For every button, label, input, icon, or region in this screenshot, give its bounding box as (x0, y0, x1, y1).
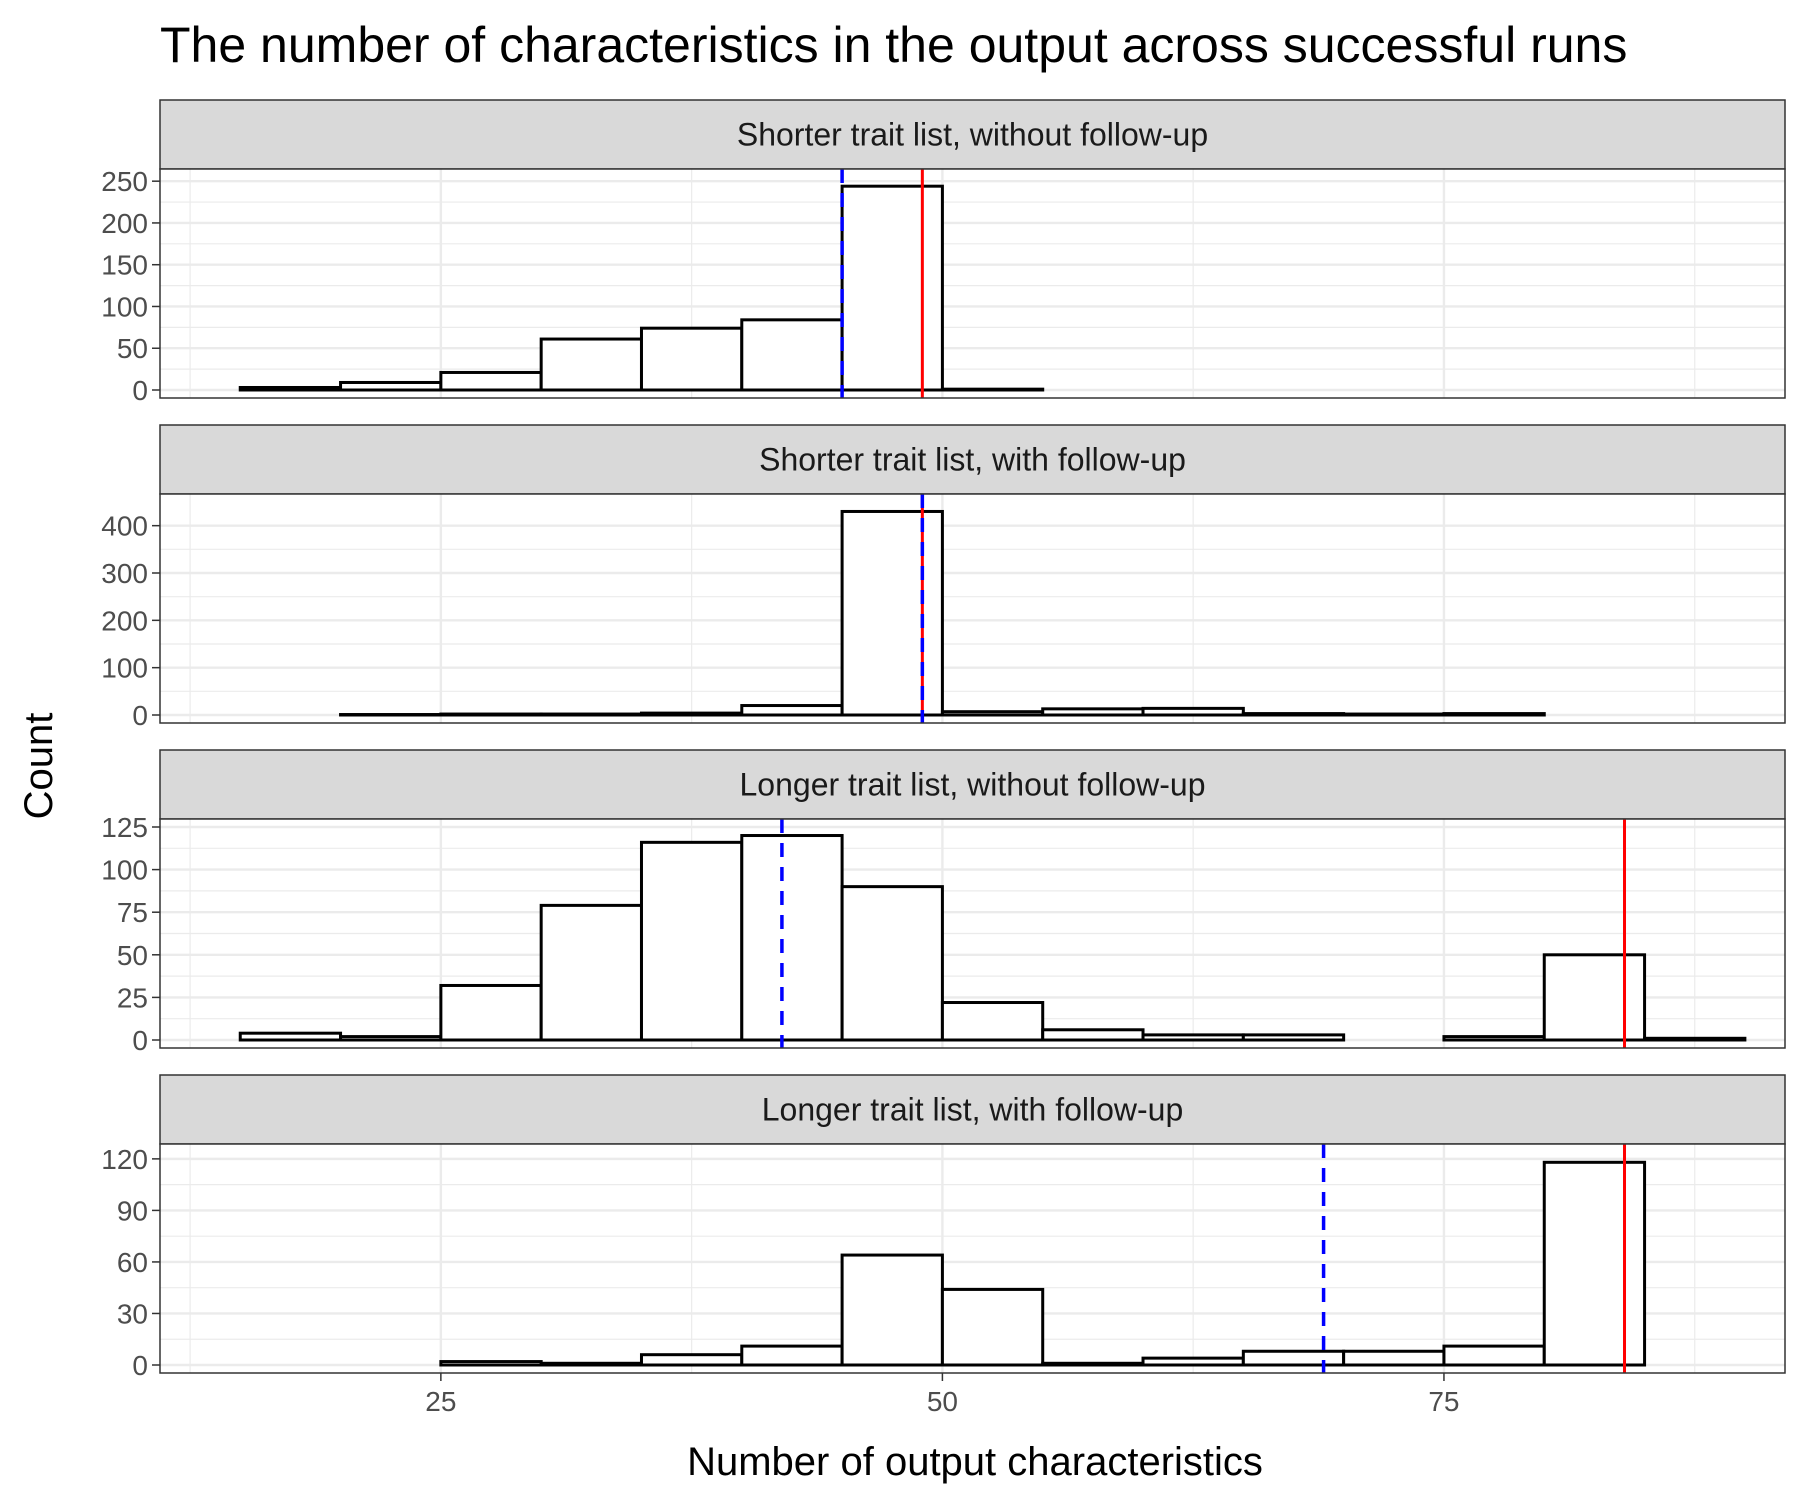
y-tick-label: 200 (101, 605, 148, 636)
histogram-bar (1643, 1036, 1747, 1042)
x-tick-label: 75 (1428, 1386, 1459, 1417)
facet-panels: Shorter trait list, without follow-up 0 50… (101, 99, 1786, 1381)
histogram-bar (439, 1360, 543, 1367)
histogram-bar (740, 1344, 844, 1367)
histogram-bar (740, 704, 844, 717)
histogram-bar (639, 711, 744, 717)
histogram-bar (1342, 1349, 1446, 1367)
histogram-bar (940, 710, 1045, 717)
histogram-bar (840, 885, 944, 1042)
y-tick-label: 100 (101, 855, 148, 886)
y-tick-label: 0 (132, 375, 148, 406)
histogram-bar (1442, 1344, 1546, 1367)
histogram-bar (639, 326, 744, 392)
histogram-bar (439, 983, 543, 1042)
histogram-bar (1542, 1160, 1647, 1367)
y-tick-label: 30 (117, 1298, 148, 1329)
histogram-bar (1141, 1033, 1245, 1042)
histogram-bar (1041, 1361, 1145, 1367)
histogram-bar (1241, 1349, 1346, 1367)
histogram-bar (1241, 712, 1346, 717)
y-tick-label: 75 (117, 897, 148, 928)
histogram-bar (1141, 1356, 1245, 1367)
histogram-bar (1542, 953, 1647, 1042)
facet-strip (159, 424, 1786, 495)
histogram-bar (1442, 712, 1546, 717)
facet-panel-shorter-trait-list-with-follow-up: Shorter trait list, with follow-up 0 100 20… (101, 424, 1786, 731)
histogram-bar (840, 1253, 944, 1367)
facet-strip (159, 99, 1786, 170)
y-tick-label: 150 (101, 250, 148, 281)
histogram-bar (740, 834, 844, 1042)
facet-strip-label: Longer trait list, without follow-up (740, 767, 1206, 803)
histogram-bar (539, 712, 643, 717)
facet-strip (159, 1074, 1786, 1145)
y-tick-label: 60 (117, 1247, 148, 1278)
y-tick-label: 100 (101, 291, 148, 322)
panel-border (159, 493, 1786, 724)
y-tick-label: 0 (132, 700, 148, 731)
histogram-bar (339, 380, 443, 392)
histogram-bar (940, 387, 1045, 392)
facet-strip-label: Longer trait list, with follow-up (762, 1092, 1184, 1128)
chart-title: The number of characteristics in the out… (160, 17, 1627, 73)
facet-strip (159, 749, 1786, 820)
facet-panel-longer-trait-list-without-follow-up: Longer trait list, without follow-up 0 25 5… (101, 749, 1786, 1056)
histogram-bar (1041, 707, 1145, 717)
y-tick-label: 0 (132, 1350, 148, 1381)
histogram-bar (238, 385, 343, 392)
facet-strip-label: Shorter trait list, with follow-up (759, 442, 1186, 478)
histogram-bar (339, 1035, 443, 1042)
histogram-bar (1241, 1033, 1346, 1042)
histogram-bar (639, 840, 744, 1042)
histogram-bar (1342, 712, 1446, 717)
histogram-bar (539, 1361, 643, 1367)
histogram-bar (539, 903, 643, 1042)
facet-strip-label: Shorter trait list, without follow-up (737, 117, 1208, 153)
histogram-bar (1141, 706, 1245, 717)
histogram-bar (439, 370, 543, 392)
histogram-bar (940, 1287, 1045, 1367)
histogram-bar (740, 318, 844, 392)
y-axis-title: Count (17, 713, 61, 820)
facet-panel-shorter-trait-list-without-follow-up: Shorter trait list, without follow-up 0 50… (101, 99, 1786, 406)
panel-border (159, 168, 1786, 399)
histogram-bar (238, 1031, 343, 1042)
x-tick-label: 25 (425, 1386, 456, 1417)
facet-panel-longer-trait-list-with-follow-up: Longer trait list, with follow-up 0 30 60 90… (101, 1074, 1786, 1381)
panel-background (160, 494, 1785, 723)
x-tick-label: 50 (927, 1386, 958, 1417)
y-tick-label: 50 (117, 940, 148, 971)
y-tick-label: 120 (101, 1144, 148, 1175)
y-tick-label: 200 (101, 208, 148, 239)
histogram-bar (840, 184, 944, 392)
y-tick-label: 300 (101, 558, 148, 589)
histogram-bar (439, 712, 543, 717)
y-tick-label: 25 (117, 982, 148, 1013)
y-tick-label: 400 (101, 511, 148, 542)
x-axis-title: Number of output characteristics (687, 1440, 1263, 1484)
y-tick-label: 125 (101, 812, 148, 843)
x-axis: 25 50 75 (425, 1373, 1460, 1417)
y-tick-label: 250 (101, 166, 148, 197)
y-tick-label: 100 (101, 653, 148, 684)
y-tick-label: 50 (117, 333, 148, 364)
panel-background (160, 169, 1785, 398)
y-tick-label: 0 (132, 1025, 148, 1056)
panel-border (159, 1143, 1786, 1374)
histogram-bar (940, 1001, 1045, 1042)
histogram-bar (639, 1353, 744, 1367)
histogram-bar (840, 509, 944, 717)
histogram-bar (1041, 1028, 1145, 1042)
histogram-bar (1442, 1035, 1546, 1042)
histogram-bar (539, 337, 643, 392)
panel-border (159, 818, 1786, 1049)
y-tick-label: 90 (117, 1195, 148, 1226)
